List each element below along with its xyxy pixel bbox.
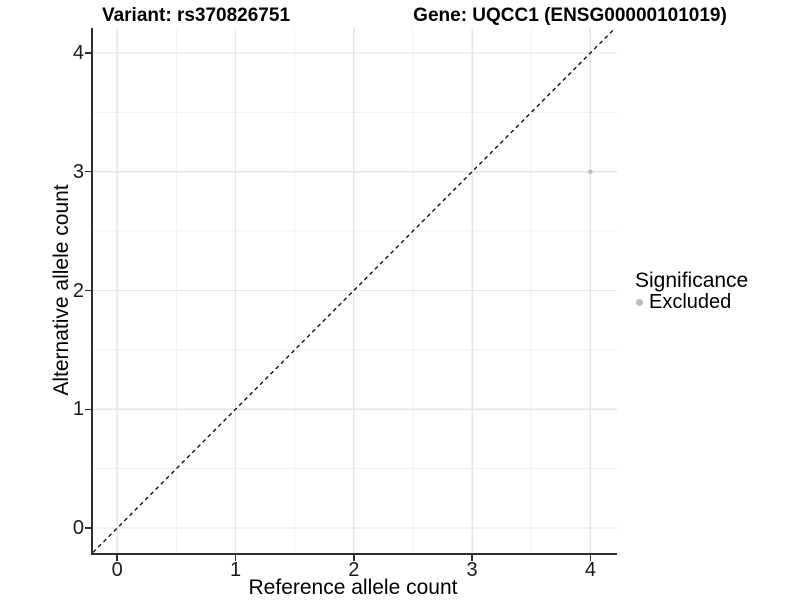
data-point bbox=[588, 169, 593, 174]
legend-item-excluded: Excluded bbox=[633, 291, 748, 314]
scatter-plot-svg bbox=[93, 28, 617, 553]
variant-title: Variant: rs370826751 bbox=[101, 5, 291, 26]
y-axis-title: Alternative allele count bbox=[50, 184, 73, 396]
y-tick-label: 3 bbox=[72, 160, 84, 183]
plot-panel bbox=[91, 28, 617, 555]
x-tick-label: 0 bbox=[111, 559, 123, 581]
y-tick-label: 0 bbox=[72, 517, 84, 540]
legend-item-label: Excluded bbox=[649, 291, 732, 313]
x-tick-mark bbox=[471, 555, 473, 561]
x-axis-title: Reference allele count bbox=[248, 576, 458, 599]
excluded-point-icon bbox=[636, 299, 643, 306]
legend: Significance Excluded bbox=[633, 269, 749, 314]
y-tick-label: 1 bbox=[72, 398, 84, 421]
x-tick-mark bbox=[589, 555, 592, 561]
identity-dashed-line bbox=[93, 28, 616, 553]
x-tick-mark bbox=[116, 555, 118, 561]
x-tick-label: 4 bbox=[584, 559, 596, 581]
x-tick-label: 3 bbox=[466, 559, 478, 581]
gene-title: Gene: UQCC1 (ENSG00000101019) bbox=[413, 5, 727, 26]
legend-title: Significance bbox=[635, 269, 749, 292]
x-tick-mark bbox=[234, 555, 237, 561]
y-tick-label: 4 bbox=[72, 41, 84, 64]
x-tick-mark bbox=[353, 555, 355, 561]
